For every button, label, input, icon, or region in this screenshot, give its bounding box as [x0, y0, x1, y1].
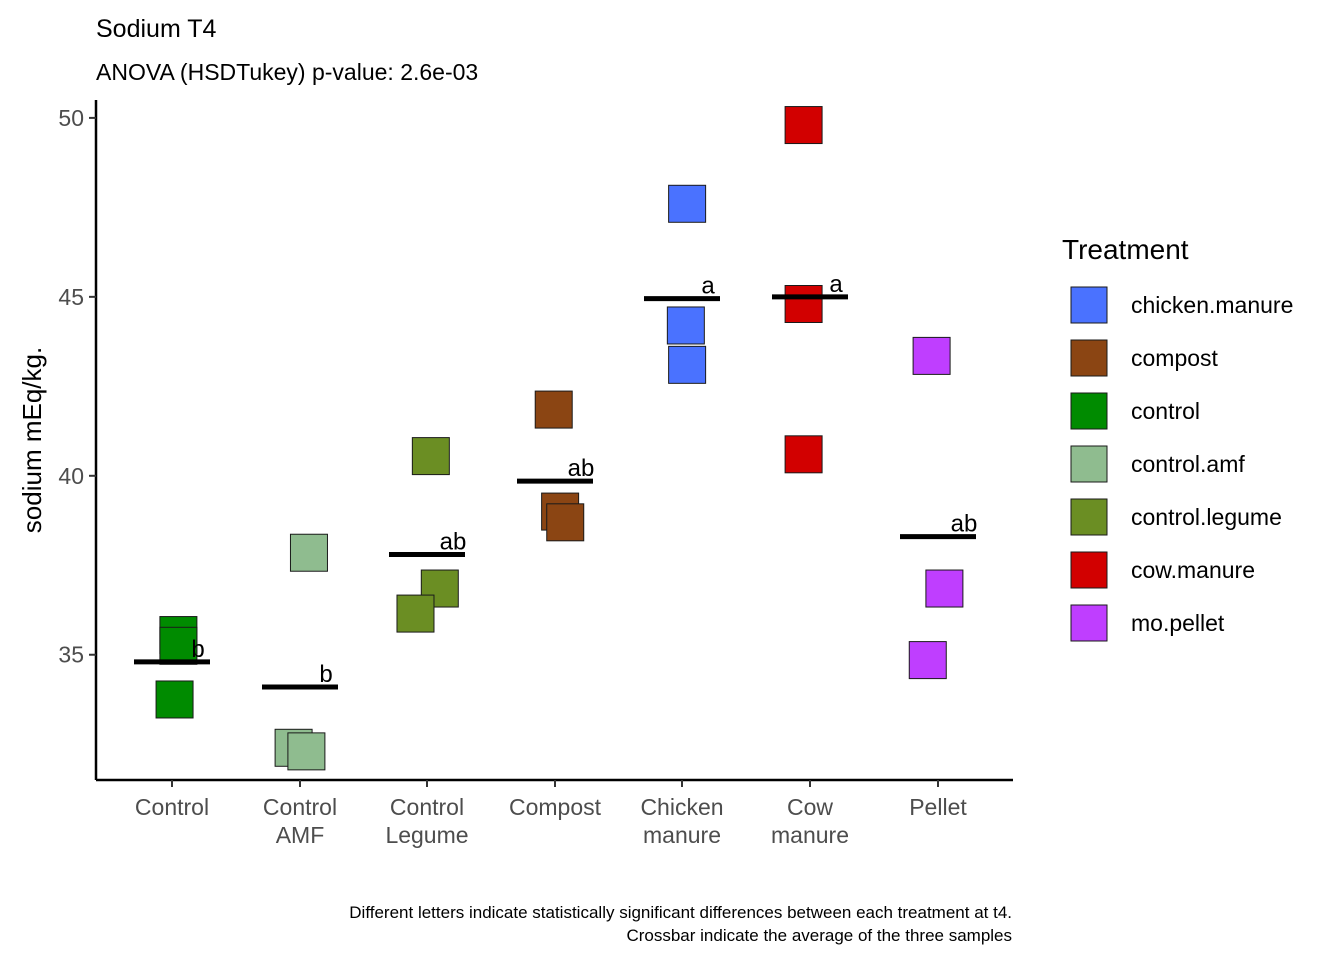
caption: Different letters indicate statistically… — [349, 903, 1012, 945]
legend-title: Treatment — [1062, 234, 1189, 265]
data-point-7-1 — [912, 336, 951, 375]
chart-subtitle: ANOVA (HSDTukey) p-value: 2.6e-03 — [96, 59, 478, 85]
legend-key-4 — [1070, 445, 1108, 483]
data-point-3-3 — [396, 594, 435, 633]
x-tick-label-1: Control — [135, 794, 209, 820]
x-tick-label-4: Compost — [509, 794, 602, 820]
x-tick-label-5: Chicken manure — [640, 794, 723, 848]
legend-label-2: compost — [1131, 345, 1219, 371]
legend-key-3 — [1070, 392, 1108, 430]
legend-key-7 — [1070, 604, 1108, 642]
data-point-2-3 — [287, 732, 326, 771]
legend-key-6 — [1070, 551, 1108, 589]
x-tick-label-2: Control AMF — [263, 794, 337, 848]
significance-letter-3: ab — [440, 529, 467, 556]
significance-letter-5: a — [701, 273, 715, 300]
x-tick-label-7: Pellet — [909, 794, 967, 820]
x-tick-label-6: Cow manure — [771, 794, 849, 848]
legend-label-5: control.legume — [1131, 504, 1282, 530]
legend-label-1: chicken.manure — [1131, 292, 1293, 318]
significance-letter-6: a — [829, 271, 843, 298]
legend: Treatment chicken.manure compost control co… — [1062, 234, 1293, 642]
y-tick-label-35: 35 — [58, 642, 84, 668]
plot-panel: 35 40 45 50 Control Control AMF Control Legume Co… — [58, 100, 1013, 848]
legend-label-3: control — [1131, 398, 1200, 424]
legend-label-7: mo.pellet — [1131, 610, 1225, 636]
caption-line-2: Crossbar indicate the average of the thr… — [626, 926, 1012, 945]
legend-key-1 — [1070, 286, 1108, 324]
data-point-1-3 — [155, 680, 194, 719]
legend-label-6: cow.manure — [1131, 557, 1255, 583]
data-point-5-3 — [668, 345, 707, 384]
data-point-6-1 — [784, 106, 823, 145]
x-tick-label-3: Control Legume — [385, 794, 468, 848]
chart-title: Sodium T4 — [96, 15, 217, 43]
y-tick-label-50: 50 — [58, 105, 84, 131]
legend-key-5 — [1070, 498, 1108, 536]
significance-letter-4: ab — [568, 455, 595, 482]
data-point-6-3 — [784, 435, 823, 474]
data-point-4-3 — [546, 503, 585, 542]
data-point-7-2 — [925, 569, 964, 608]
y-axis-label: sodium mEq/kg. — [17, 347, 47, 533]
significance-letter-2: b — [319, 661, 332, 688]
caption-line-1: Different letters indicate statistically… — [349, 903, 1012, 922]
data-point-3-1 — [411, 437, 450, 476]
legend-label-4: control.amf — [1131, 451, 1245, 477]
data-point-5-2 — [666, 306, 705, 345]
data-point-2-1 — [289, 533, 328, 572]
significance-letter-1: b — [191, 636, 204, 663]
data-point-7-3 — [908, 641, 947, 680]
significance-letter-7: ab — [951, 511, 978, 538]
legend-key-2 — [1070, 339, 1108, 377]
y-tick-label-40: 40 — [58, 463, 84, 489]
data-point-5-1 — [668, 184, 707, 223]
y-tick-label-45: 45 — [58, 284, 84, 310]
data-point-6-2 — [784, 285, 823, 323]
data-point-4-1 — [534, 390, 573, 429]
